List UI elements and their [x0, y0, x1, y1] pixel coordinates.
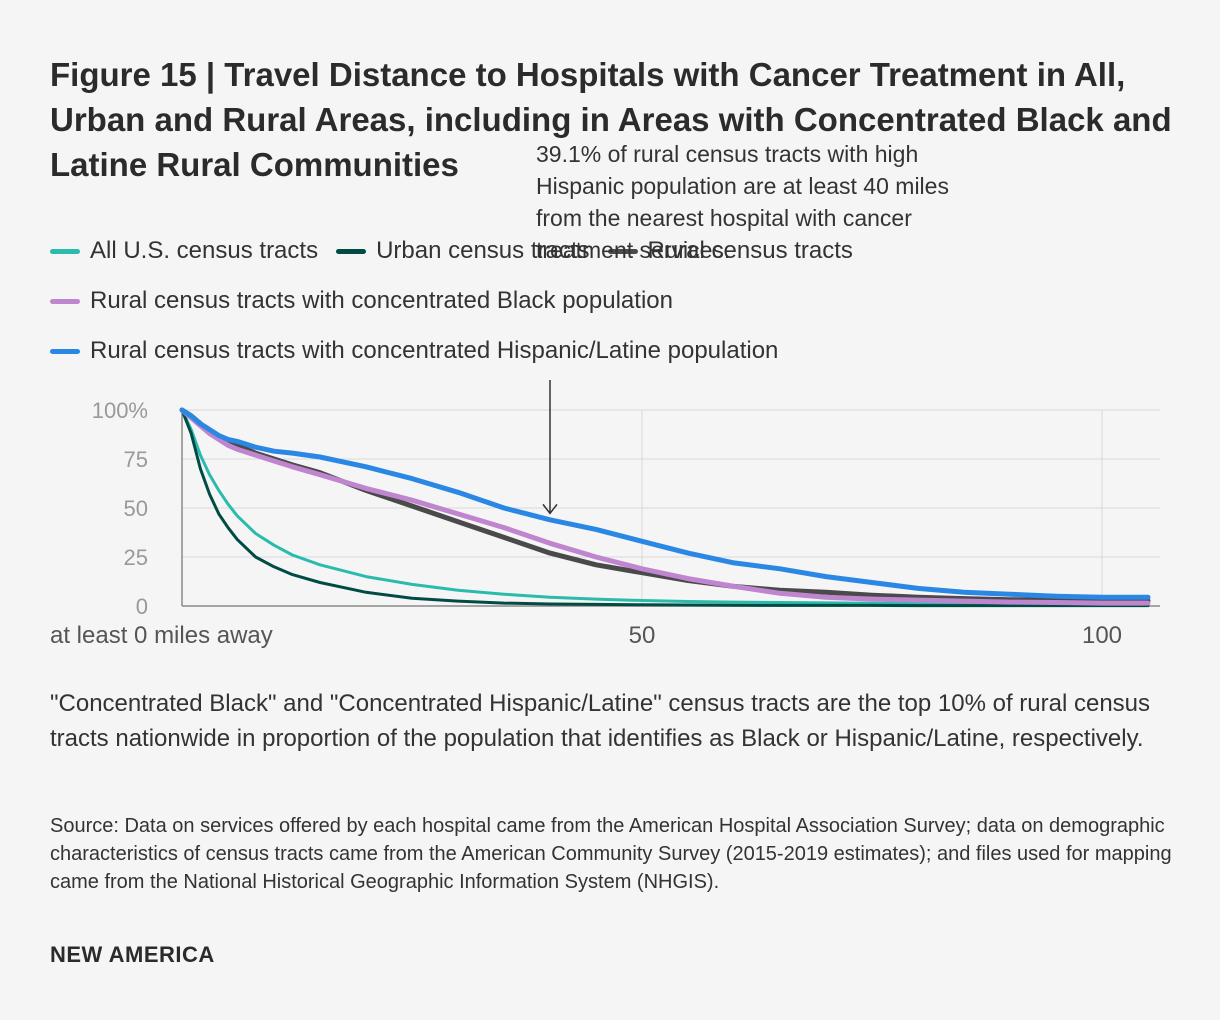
chart-title: Figure 15 | Travel Distance to Hospitals… [50, 56, 1172, 183]
legend-item-all-tracts[interactable]: All U.S. census tracts [50, 237, 318, 265]
y-axis-ticks: 0 25 50 75 100% [92, 398, 148, 619]
y-tick-label: 75 [124, 447, 148, 472]
legend-swatch-rural-tracts [607, 248, 638, 254]
legend-swatch-all-tracts [50, 248, 80, 254]
legend-label-rural-hispanic: Rural census tracts with concentrated Hi… [90, 337, 779, 364]
chart-legend: All U.S. census tracts Urban census trac… [50, 226, 1170, 376]
legend-item-rural-hispanic[interactable]: Rural census tracts with concentrated Hi… [50, 337, 778, 365]
legend-swatch-rural-black [50, 298, 80, 304]
legend-label-rural-tracts: Rural census tracts [647, 237, 853, 264]
line-chart: 0 25 50 75 100% at least 0 miles away 50 100 [50, 380, 1160, 649]
brand-logo-text: NEW AMERICA [50, 942, 215, 967]
y-tick-label: 50 [124, 496, 148, 521]
legend-item-urban-tracts[interactable]: Urban census tracts [336, 237, 590, 265]
y-tick-label: 25 [124, 545, 148, 570]
legend-label-urban-tracts: Urban census tracts [376, 237, 590, 264]
source-text: Source: Data on services offered by each… [50, 815, 1172, 893]
legend-item-rural-black[interactable]: Rural census tracts with concentrated Bl… [50, 287, 673, 315]
y-tick-label: 0 [136, 594, 148, 619]
legend-item-rural-tracts[interactable]: Rural census tracts [607, 237, 853, 265]
x-axis-ticks: at least 0 miles away 50 100 [50, 622, 1122, 649]
x-tick-label: at least 0 miles away [50, 622, 273, 649]
chart-note: "Concentrated Black" and "Concentrated H… [50, 690, 1151, 752]
annotation-arrow [542, 380, 558, 515]
series-line-all-tracts [180, 408, 1150, 606]
legend-label-rural-black: Rural census tracts with concentrated Bl… [90, 287, 673, 314]
x-tick-label: 50 [629, 622, 656, 649]
chart-series [179, 407, 1151, 608]
series-line-urban-tracts [180, 408, 1150, 608]
x-tick-label: 100 [1082, 622, 1122, 649]
legend-swatch-urban-tracts [336, 248, 367, 254]
series-line-rural-hispanic [179, 407, 1151, 600]
annotation-arrow-head [542, 503, 558, 515]
legend-swatch-rural-hispanic [50, 348, 80, 354]
legend-label-all-tracts: All U.S. census tracts [90, 237, 319, 264]
chart-annotation: 39.1% of rural census tracts with high H… [536, 141, 949, 263]
series-line-rural-black [179, 407, 1151, 606]
y-tick-label: 100% [92, 398, 148, 423]
